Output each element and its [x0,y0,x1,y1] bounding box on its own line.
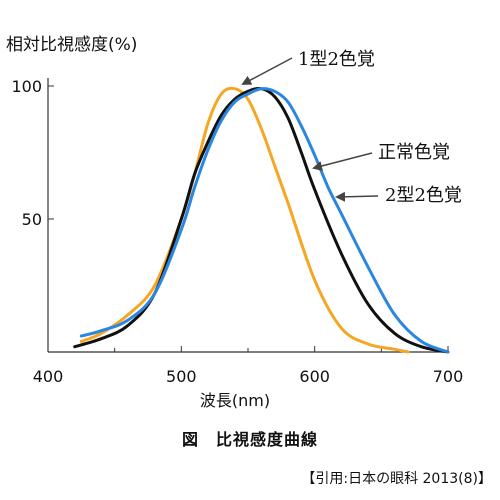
x-tick-label: 500 [166,367,197,386]
label-protan-arrow [241,57,293,85]
figure-caption: 図 比視感度曲線 [181,430,318,449]
label-normal-arrow [312,152,373,171]
label-protan: 1型2色覚 [298,49,375,70]
source-citation: 【引用:日本の眼科 2013(8)】 [301,471,492,487]
series-protan-line [79,86,410,354]
label-deutan-arrow [335,191,379,202]
x-tick-label: 400 [33,367,64,386]
y-tick-label: 100 [11,77,42,96]
axes: 400 500 600 700 50 100 [11,77,463,386]
label-normal: 正常色覚 [378,142,450,163]
series-deutan-line [79,87,450,354]
x-tick-label: 700 [433,367,464,386]
x-axis-title: 波長(nm) [200,391,270,410]
y-tick-label: 50 [22,210,42,229]
series-layer [73,86,450,354]
y-axis-title: 相対比視感度(%) [6,35,137,55]
label-deutan: 2型2色覚 [385,185,462,206]
x-tick-label: 600 [299,367,330,386]
